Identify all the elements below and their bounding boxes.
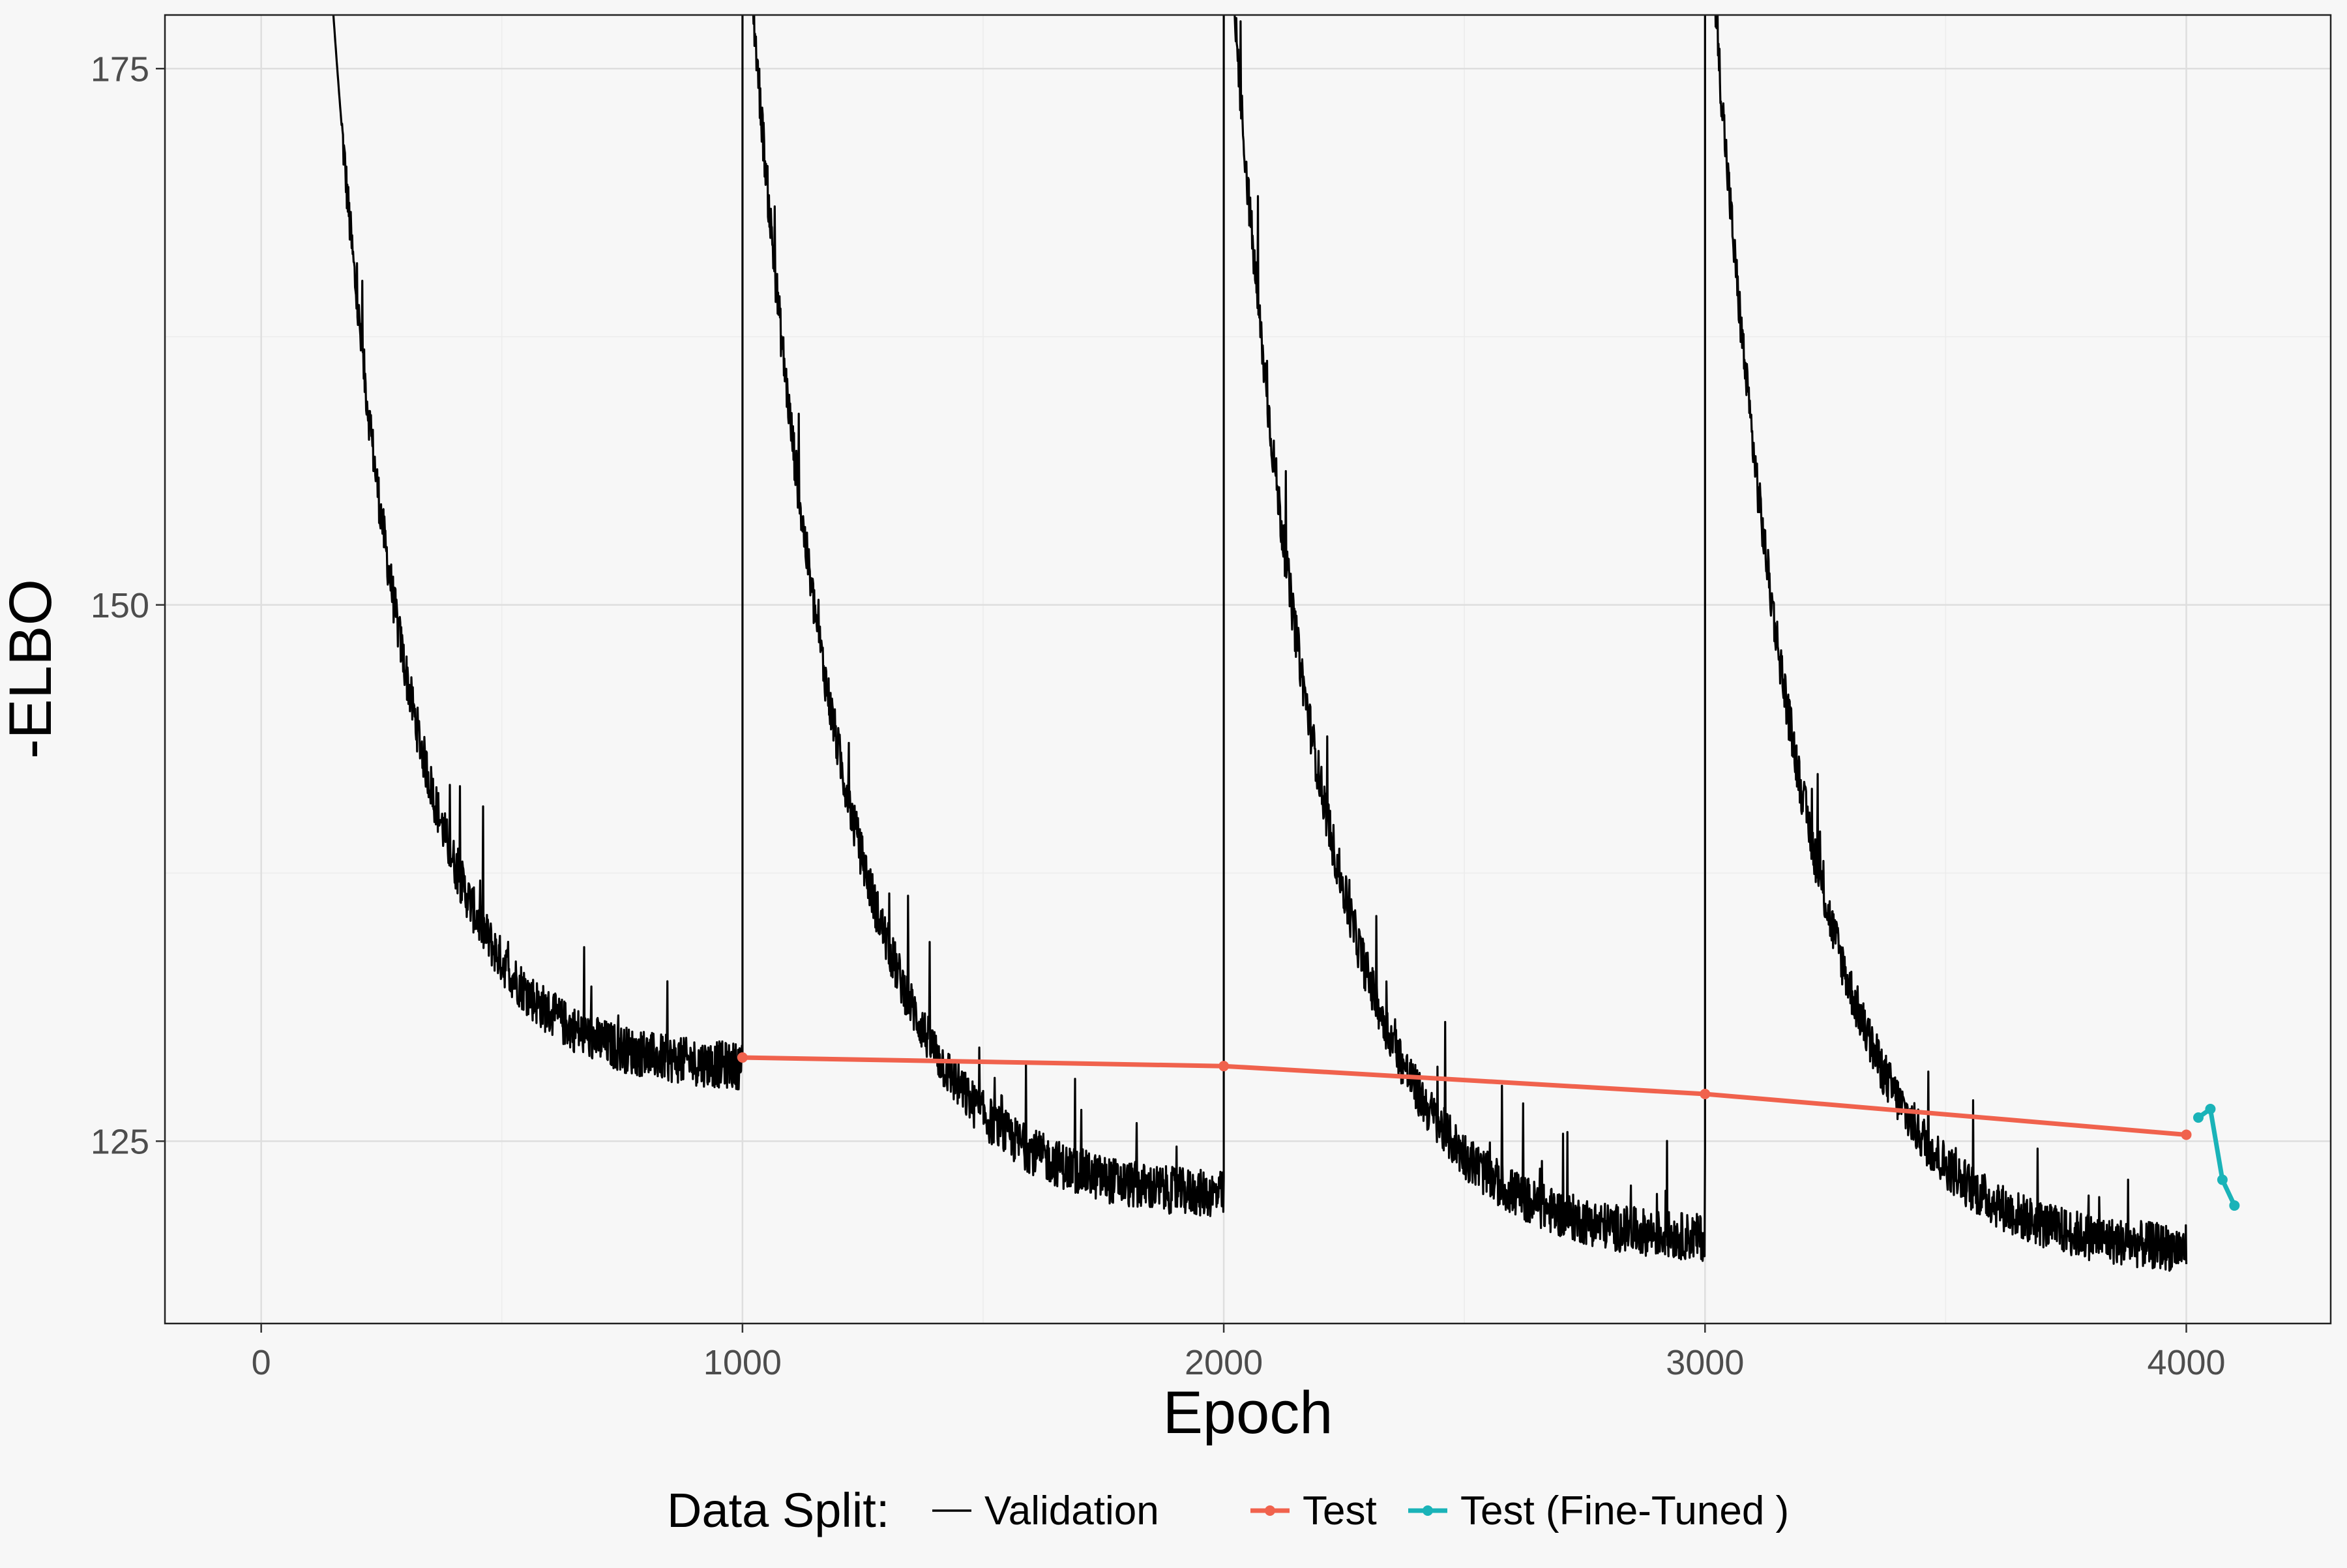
y-tick-label: 125: [91, 1122, 149, 1161]
legend-label: Test (Fine-Tuned ): [1460, 1488, 1789, 1533]
series-point-test-fine-tuned: [2229, 1200, 2240, 1211]
legend-label: Validation: [984, 1488, 1159, 1533]
x-tick-label: 4000: [2147, 1343, 2225, 1382]
series-line-test: [742, 1055, 2187, 1137]
series-point-test: [1218, 1061, 1230, 1072]
legend-key-point: [1423, 1505, 1433, 1516]
series-point-test-fine-tuned: [2192, 1112, 2204, 1123]
x-axis-title: Epoch: [1163, 1380, 1333, 1446]
y-axis-title: -ELBO: [0, 579, 64, 759]
x-tick-label: 3000: [1666, 1343, 1744, 1382]
legend-key-point: [1265, 1505, 1275, 1516]
y-tick-label: 175: [91, 50, 149, 89]
series-clip-group: [332, 15, 2240, 1272]
legend-label: Test: [1303, 1488, 1377, 1533]
series-layer: [332, 15, 2240, 1272]
axes: 0 1000 2000 3000 4000 125 150 175: [91, 50, 2226, 1382]
x-tick-label: 2000: [1185, 1343, 1263, 1382]
series-line-test-fine-tuned: [2196, 1106, 2237, 1207]
legend-title: Data Split:: [667, 1483, 889, 1537]
series-point-test-fine-tuned: [2205, 1103, 2216, 1114]
series-line-validation: [332, 15, 2188, 1272]
x-tick-label: 0: [252, 1343, 271, 1382]
plot-panel-border: [164, 14, 2332, 1325]
series-point-test-fine-tuned: [2217, 1174, 2228, 1185]
x-tick-label: 1000: [703, 1343, 782, 1382]
legend: Data Split: Validation Test Test (Fine-Tun…: [667, 1483, 1789, 1537]
series-point-test: [2181, 1129, 2192, 1140]
series-point-test: [737, 1052, 748, 1063]
y-tick-label: 150: [91, 586, 149, 625]
series-point-test: [1700, 1088, 1711, 1099]
